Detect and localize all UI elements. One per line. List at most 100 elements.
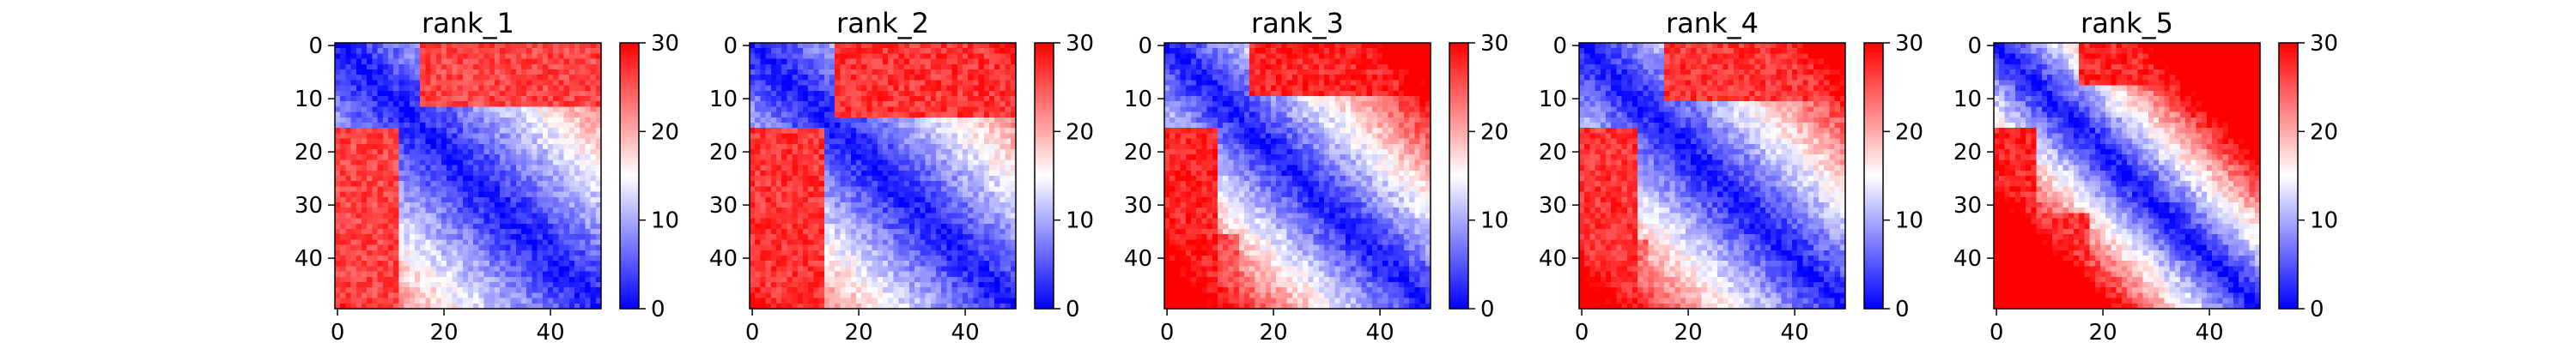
heatmap-cell xyxy=(500,261,506,267)
heatmap-cell xyxy=(792,303,799,310)
heatmap-cell xyxy=(585,186,591,192)
heatmap-cell xyxy=(994,149,1000,155)
heatmap-cell xyxy=(441,170,447,177)
heatmap-cell xyxy=(515,154,522,160)
heatmap-cell xyxy=(760,229,766,235)
heatmap-cell xyxy=(548,234,554,240)
heatmap-cell xyxy=(978,159,985,165)
heatmap-cell xyxy=(750,111,756,118)
heatmap-cell xyxy=(994,292,1000,298)
heatmap-cell xyxy=(760,117,766,123)
heatmap-cell xyxy=(856,159,862,165)
heatmap-cell xyxy=(866,208,872,214)
heatmap-cell xyxy=(963,111,969,118)
heatmap-cell xyxy=(435,196,442,203)
heatmap-cell xyxy=(537,218,544,225)
heatmap-cell xyxy=(957,138,963,145)
heatmap-cell xyxy=(835,282,841,288)
heatmap-cell xyxy=(888,229,894,235)
heatmap-cell xyxy=(792,111,799,118)
heatmap-cell xyxy=(382,191,389,198)
heatmap-cell xyxy=(345,53,351,59)
heatmap-cell xyxy=(350,229,357,235)
heatmap-cell xyxy=(829,181,835,187)
heatmap-cell xyxy=(978,186,985,192)
heatmap-cell xyxy=(835,229,841,235)
heatmap-cell xyxy=(877,223,884,230)
heatmap-cell xyxy=(590,111,597,118)
heatmap-cell xyxy=(978,111,985,118)
heatmap-cell xyxy=(920,75,926,81)
heatmap-cell xyxy=(829,106,835,112)
heatmap-cell xyxy=(548,80,554,86)
heatmap-cell xyxy=(585,149,591,155)
heatmap-cell xyxy=(760,266,766,272)
heatmap-cell xyxy=(580,303,586,310)
heatmap-cell xyxy=(808,202,814,208)
heatmap-cell xyxy=(382,276,389,283)
heatmap-cell xyxy=(994,213,1000,219)
heatmap-cell xyxy=(595,256,602,262)
heatmap-cell xyxy=(500,181,506,187)
heatmap-cell xyxy=(781,48,787,54)
heatmap-cell xyxy=(542,223,549,230)
heatmap-cell xyxy=(580,202,586,208)
heatmap-cell xyxy=(776,101,782,107)
heatmap-cell xyxy=(521,256,527,262)
heatmap-cell xyxy=(983,208,990,214)
heatmap-cell xyxy=(861,191,867,198)
heatmap-cell xyxy=(765,276,772,283)
heatmap-cell xyxy=(850,170,857,177)
heatmap-cell xyxy=(425,181,431,187)
heatmap-cell xyxy=(989,149,995,155)
heatmap-cell xyxy=(553,48,559,54)
heatmap-cell xyxy=(1010,165,1017,172)
heatmap-cell xyxy=(797,101,804,107)
heatmap-cell xyxy=(835,69,841,75)
heatmap-cell xyxy=(898,223,905,230)
heatmap-cell xyxy=(398,106,404,112)
heatmap-cell xyxy=(750,218,756,225)
heatmap-cell xyxy=(388,90,394,97)
heatmap-cell xyxy=(914,266,920,272)
heatmap-cell xyxy=(568,138,575,145)
heatmap-cell xyxy=(388,181,394,187)
heatmap-cell xyxy=(845,90,852,97)
heatmap-cell xyxy=(409,75,416,81)
heatmap-cell xyxy=(345,58,351,65)
heatmap-cell xyxy=(963,223,969,230)
heatmap-cell xyxy=(770,101,777,107)
heatmap-cell xyxy=(925,191,932,198)
heatmap-cell xyxy=(393,298,399,304)
heatmap-cell xyxy=(500,170,506,177)
heatmap-cell xyxy=(335,138,341,145)
heatmap-cell xyxy=(580,191,586,198)
heatmap-cell xyxy=(335,69,341,75)
heatmap-cell xyxy=(430,149,437,155)
heatmap-cell xyxy=(776,85,782,92)
heatmap-cell xyxy=(914,165,920,172)
heatmap-cell xyxy=(823,256,830,262)
heatmap-cell xyxy=(510,303,517,310)
heatmap-cell xyxy=(510,276,517,283)
heatmap-cell xyxy=(781,239,787,245)
heatmap-cell xyxy=(963,48,969,54)
heatmap-cell xyxy=(457,85,464,92)
heatmap-cell xyxy=(888,165,894,172)
heatmap-cell xyxy=(452,208,458,214)
heatmap-cell xyxy=(345,165,351,172)
heatmap-cell xyxy=(457,208,464,214)
heatmap-cell xyxy=(888,244,894,251)
heatmap-cell xyxy=(856,106,862,112)
heatmap-cell xyxy=(420,234,426,240)
heatmap-cell xyxy=(350,223,357,230)
heatmap-cell xyxy=(925,271,932,278)
heatmap-cell xyxy=(792,287,799,293)
heatmap-cell xyxy=(404,244,410,251)
heatmap-cell xyxy=(462,266,469,272)
heatmap-cell xyxy=(755,181,761,187)
heatmap-cell xyxy=(951,111,958,118)
heatmap-cell xyxy=(861,75,867,81)
heatmap-cell xyxy=(1010,186,1017,192)
heatmap-cell xyxy=(797,303,804,310)
